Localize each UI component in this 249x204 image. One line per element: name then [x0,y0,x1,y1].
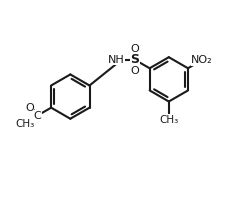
Text: NH: NH [108,55,124,65]
Text: S: S [130,53,139,66]
Text: CH₃: CH₃ [159,115,179,125]
Text: O: O [25,103,34,113]
Text: O: O [130,44,139,54]
Text: CH₃: CH₃ [15,119,35,129]
Text: NO₂: NO₂ [191,55,213,65]
Text: C: C [33,111,41,121]
Text: O: O [130,66,139,76]
